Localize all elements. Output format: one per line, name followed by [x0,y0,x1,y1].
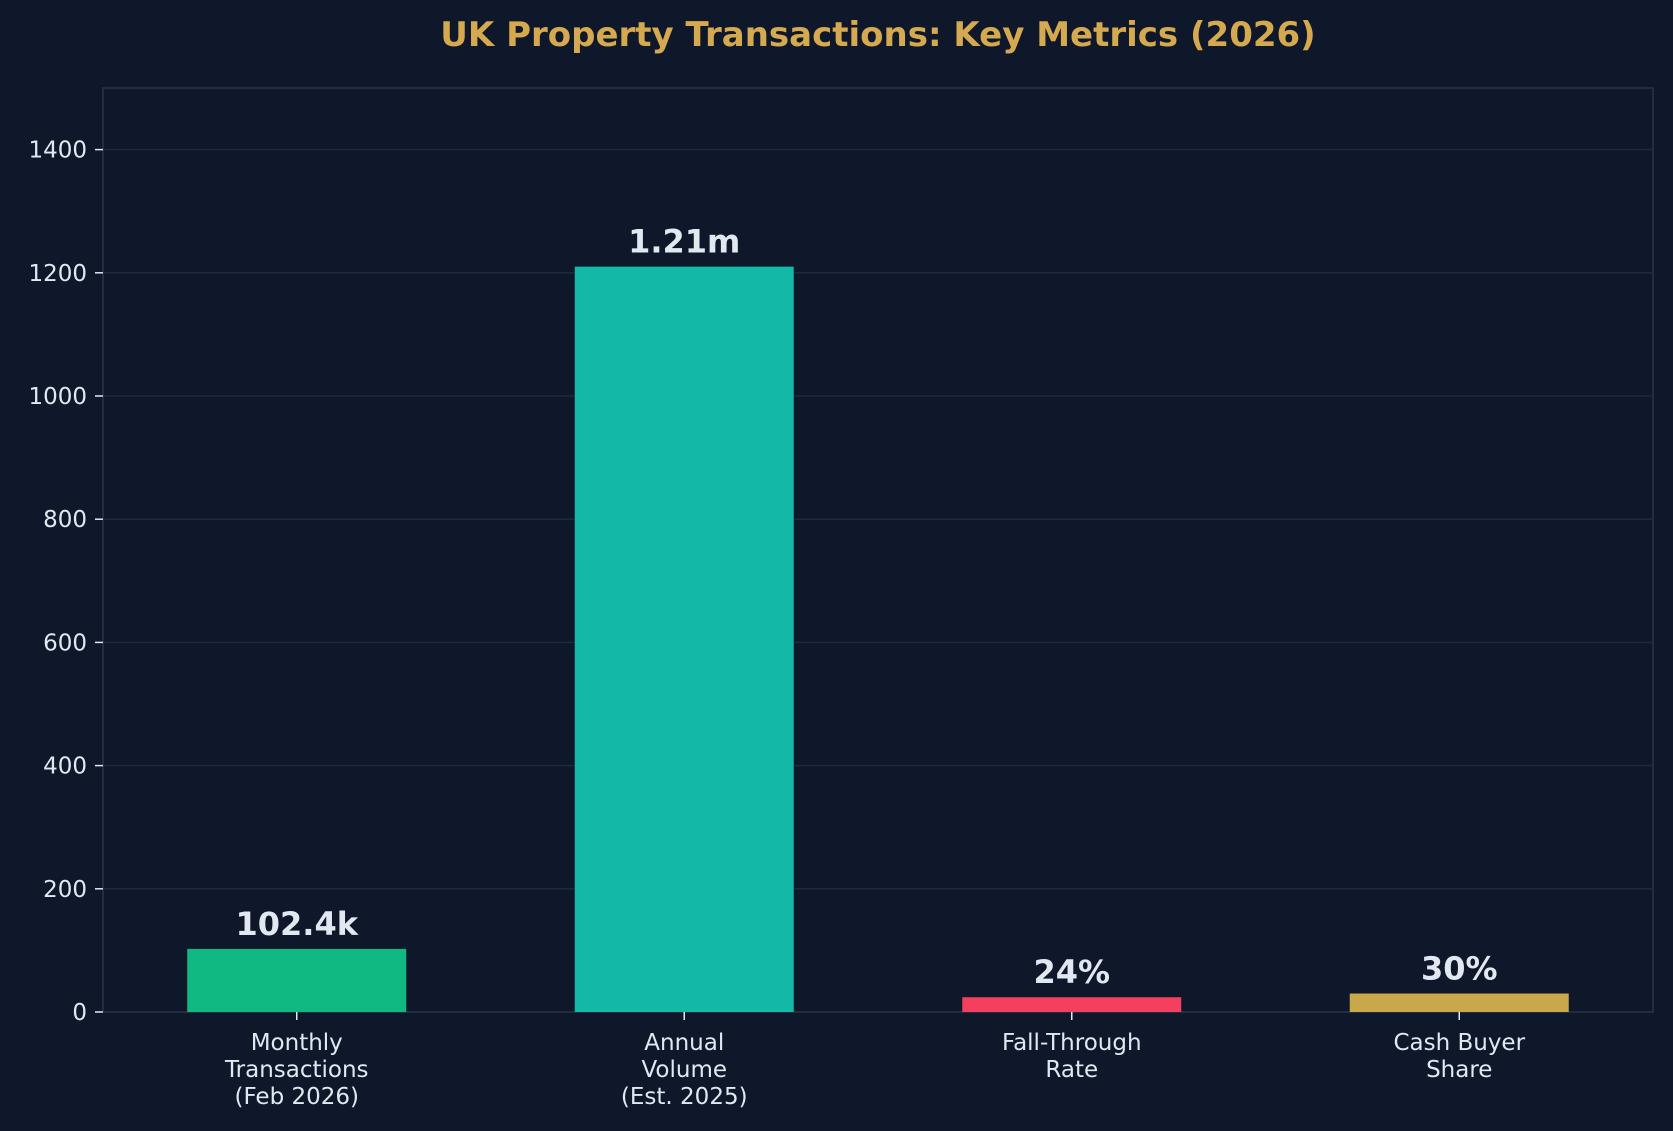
x-tick-label-line: Monthly [251,1030,343,1056]
bar [187,948,407,1012]
y-tick-label: 400 [43,754,87,780]
x-tick-label-line: (Est. 2025) [621,1084,748,1110]
x-tick-labels: Monthly Transactions (Feb 2026) Annual Volum… [224,1030,1526,1110]
y-tick-label: 0 [72,1000,87,1026]
y-tick-label: 1400 [28,138,87,164]
chart-title: UK Property Transactions: Key Metrics (2… [440,15,1315,55]
bar [574,266,794,1012]
x-tick-label-line: Transactions [224,1057,369,1083]
bar [962,997,1182,1012]
y-tick-label: 200 [43,877,87,903]
plot-area [102,87,1654,1013]
x-tick-label-line: Rate [1045,1057,1098,1083]
grid-lines [103,148,1653,890]
y-tick-label: 1000 [28,384,87,410]
y-tick-label: 800 [43,507,87,533]
x-tick-label-line: (Feb 2026) [234,1084,359,1110]
bars [187,266,1569,1012]
x-tick-label: Fall-Through Rate [1002,1030,1142,1083]
y-tick-labels: 0 200 400 600 800 1000 1200 1400 [28,138,87,1026]
x-tick-label-line: Volume [641,1057,727,1083]
value-labels: 102.4k 1.21m 24% 30% [236,223,1498,992]
bar-value-label: 24% [1033,953,1110,991]
axes [95,148,1460,1020]
x-tick-label: Monthly Transactions (Feb 2026) [224,1030,369,1110]
y-tick-label: 1200 [28,261,87,287]
x-tick-label-line: Share [1426,1057,1492,1083]
x-tick-label: Annual Volume (Est. 2025) [621,1030,748,1110]
x-tick-label-line: Fall-Through [1002,1030,1142,1056]
x-tick-label-line: Annual [644,1030,724,1056]
bar-value-label: 1.21m [628,223,740,261]
x-tick-label: Cash Buyer Share [1393,1030,1525,1083]
bar-value-label: 102.4k [236,905,359,943]
x-tick-label-line: Cash Buyer [1393,1030,1525,1056]
bar-value-label: 30% [1421,950,1498,988]
bar [1349,993,1569,1012]
y-tick-label: 600 [43,630,87,656]
